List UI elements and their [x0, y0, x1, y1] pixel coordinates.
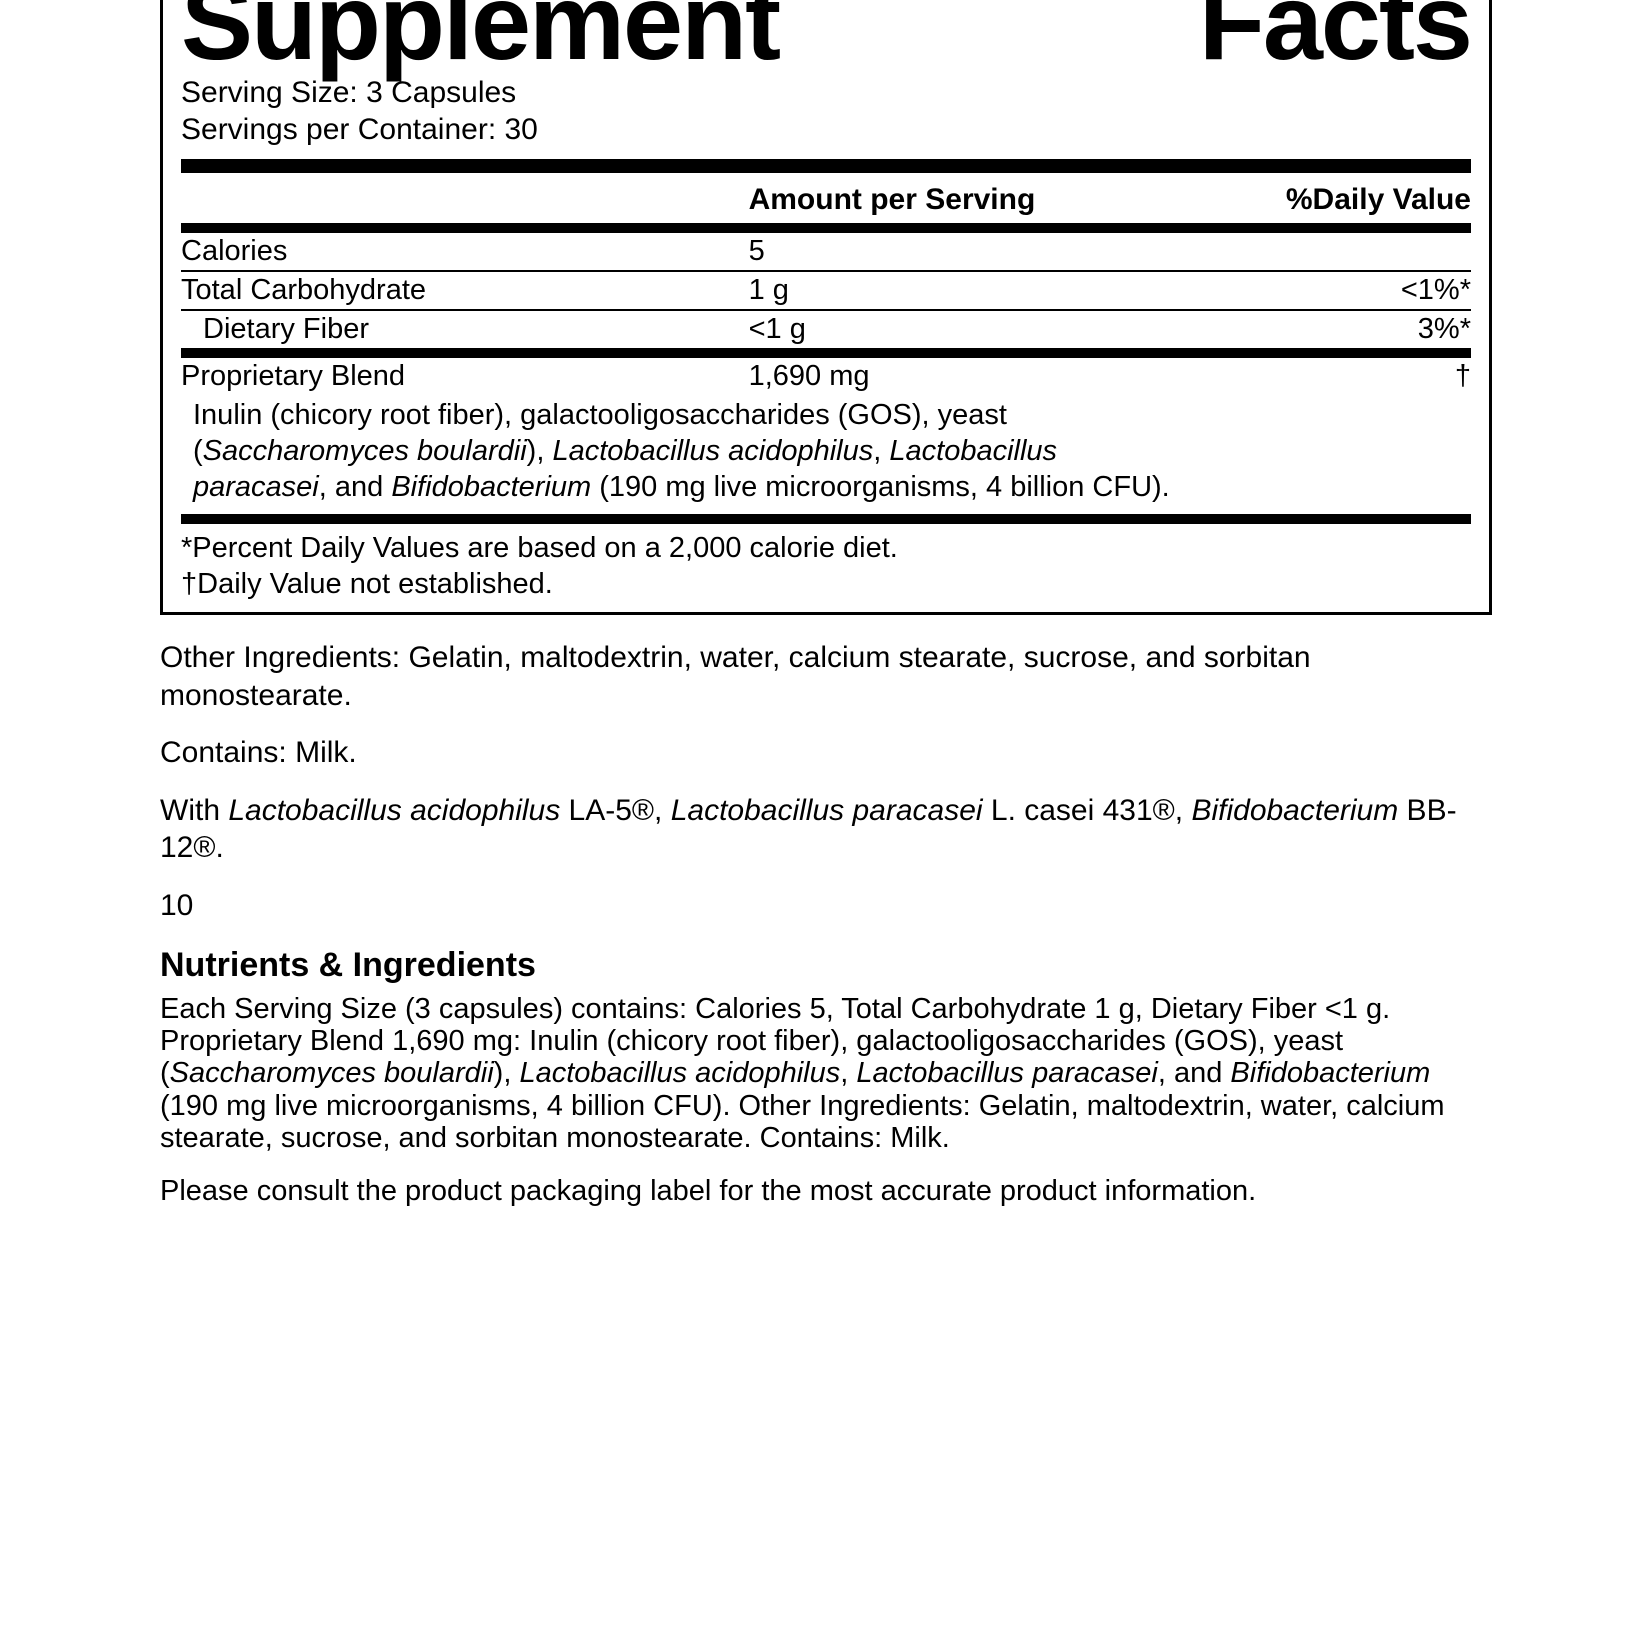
- blend-bb: Bifidobacterium: [391, 471, 591, 503]
- nutrients-heading: Nutrients & Ingredients: [160, 944, 1492, 987]
- blend-label: Proprietary Blend: [181, 360, 749, 393]
- blend-dv: †: [1161, 360, 1471, 393]
- dense-4: , and: [1158, 1057, 1231, 1089]
- fiber-amount: <1 g: [749, 313, 1162, 346]
- rule-med-3: [181, 514, 1471, 524]
- serving-info: Serving Size: 3 Capsules Servings per Co…: [181, 74, 1471, 149]
- blend-and: , and: [319, 471, 392, 503]
- nutrients-paragraph: Each Serving Size (3 capsules) contains:…: [160, 993, 1492, 1155]
- footnote-pdv: *Percent Daily Values are based on a 2,0…: [181, 530, 1471, 566]
- with-bb: Bifidobacterium: [1191, 794, 1398, 827]
- dense-2: ),: [494, 1057, 520, 1089]
- other-ingredients: Other Ingredients: Gelatin, maltodextrin…: [160, 639, 1492, 714]
- blend-lp2: paracasei: [193, 471, 319, 503]
- row-blend: Proprietary Blend 1,690 mg †: [181, 358, 1471, 395]
- ten: 10: [160, 887, 1492, 925]
- dense-lp: Lactobacillus paracasei: [856, 1057, 1157, 1089]
- rule-thick-1: [181, 159, 1471, 173]
- title-right: Facts: [1199, 0, 1471, 68]
- servings-per-container: Servings per Container: 30: [181, 111, 1471, 149]
- carb-amount: 1 g: [749, 274, 1162, 307]
- rule-med-2: [181, 348, 1471, 358]
- calories-dv: [1161, 235, 1471, 268]
- header-blank: [181, 183, 749, 217]
- blend-comma: ,: [873, 435, 889, 467]
- footnotes: *Percent Daily Values are based on a 2,0…: [181, 524, 1471, 605]
- contains: Contains: Milk.: [160, 734, 1492, 772]
- carb-label: Total Carbohydrate: [181, 274, 749, 307]
- blend-sb: Saccharomyces boulardii: [203, 435, 527, 467]
- with-strains: With Lactobacillus acidophilus LA-5®, La…: [160, 792, 1492, 867]
- row-fiber: Dietary Fiber <1 g 3%*: [181, 309, 1471, 348]
- with-lp-suf: L. casei 431®,: [983, 794, 1192, 827]
- dense-la: Lactobacillus acidophilus: [519, 1057, 840, 1089]
- calories-label: Calories: [181, 235, 749, 268]
- calories-amount: 5: [749, 235, 1162, 268]
- supplement-facts-page: Supplement Facts Serving Size: 3 Capsule…: [0, 0, 1652, 1207]
- dense-bb: Bifidobacterium: [1230, 1057, 1430, 1089]
- blend-tail: (190 mg live microorganisms, 4 billion C…: [591, 471, 1170, 503]
- with-la-suf: LA-5®,: [560, 794, 670, 827]
- supplement-facts-panel: Supplement Facts Serving Size: 3 Capsule…: [160, 0, 1492, 615]
- row-carb: Total Carbohydrate 1 g <1%*: [181, 270, 1471, 309]
- below-panel-text: Other Ingredients: Gelatin, maltodextrin…: [160, 615, 1492, 1207]
- consult-note: Please consult the product packaging lab…: [160, 1175, 1492, 1207]
- fiber-label: Dietary Fiber: [181, 313, 749, 346]
- with-la: Lactobacillus acidophilus: [228, 794, 560, 827]
- fiber-dv: 3%*: [1161, 313, 1471, 346]
- row-calories: Calories 5: [181, 233, 1471, 270]
- blend-lp: Lactobacillus: [889, 435, 1057, 467]
- blend-la: Lactobacillus acidophilus: [552, 435, 873, 467]
- blend-text-1: Inulin (chicory root fiber), galactoolig…: [193, 399, 1007, 431]
- footnote-dagger: †Daily Value not established.: [181, 566, 1471, 602]
- title-left: Supplement: [181, 0, 779, 68]
- header-dv: %Daily Value: [1161, 183, 1471, 217]
- blend-paren-open: (: [193, 435, 203, 467]
- blend-amount: 1,690 mg: [749, 360, 1162, 393]
- carb-dv: <1%*: [1161, 274, 1471, 307]
- dense-sb: Saccharomyces boulardii: [170, 1057, 494, 1089]
- with-lp: Lactobacillus paracasei: [671, 794, 983, 827]
- blend-mid: ),: [527, 435, 553, 467]
- table-header: Amount per Serving %Daily Value: [181, 173, 1471, 223]
- dense-5: (190 mg live microorganisms, 4 billion C…: [160, 1090, 1445, 1154]
- blend-description: Inulin (chicory root fiber), galactoolig…: [181, 395, 1471, 514]
- panel-title: Supplement Facts: [181, 0, 1471, 68]
- with-pre: With: [160, 794, 228, 827]
- dense-3: ,: [840, 1057, 856, 1089]
- header-amount: Amount per Serving: [749, 183, 1162, 217]
- rule-med-1: [181, 223, 1471, 233]
